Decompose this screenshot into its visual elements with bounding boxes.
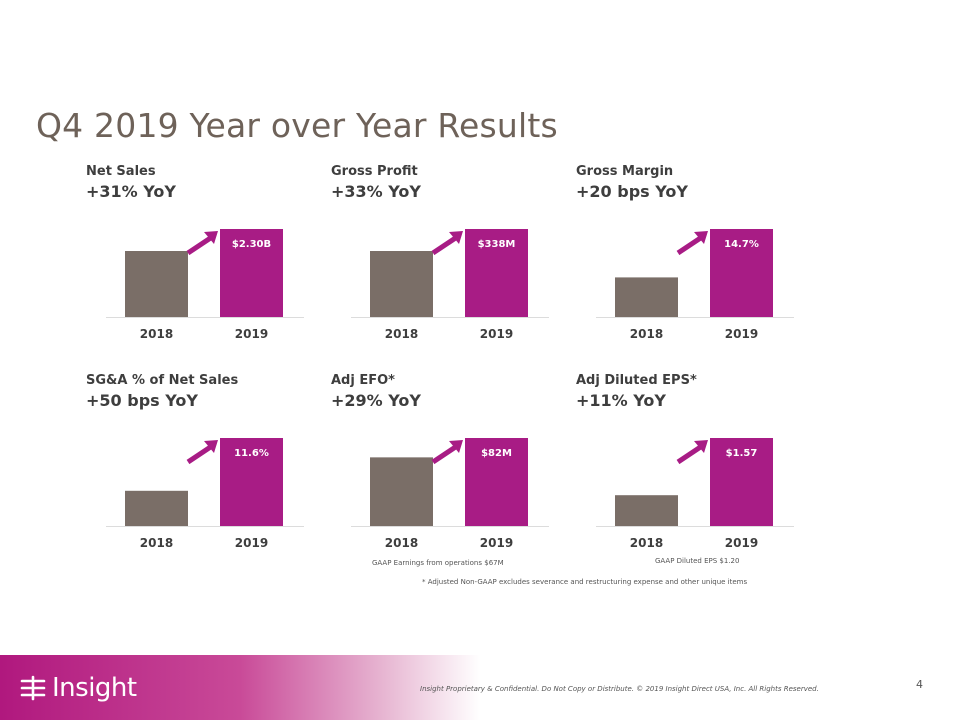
tick-label-2018: 2018: [630, 536, 663, 550]
bar-2018: [125, 251, 188, 317]
adjusted-note: * Adjusted Non-GAAP excludes severance a…: [422, 578, 748, 586]
up-arrow-icon: [676, 231, 708, 256]
tick-label-2018: 2018: [140, 536, 173, 550]
bar-chart: 2018 2019 $2.30B: [106, 229, 304, 341]
bar-2018: [370, 457, 433, 526]
metric-change: +33% YoY: [331, 182, 421, 201]
bar-2018: [370, 251, 433, 317]
footer-band: [0, 655, 960, 720]
panel-adj-efo: Adj EFO* +29% YoY 2018 2019 $82M: [331, 373, 551, 573]
page-number: 4: [916, 678, 923, 691]
metric-change: +31% YoY: [86, 182, 176, 201]
panel-adj-eps: Adj Diluted EPS* +11% YoY 2018 2019 $1.57: [576, 373, 796, 573]
data-label-2019: $1.57: [726, 448, 758, 459]
up-arrow-icon: [186, 440, 218, 465]
insight-logo-icon: [20, 675, 46, 701]
tick-label-2018: 2018: [385, 536, 418, 550]
tick-label-2018: 2018: [630, 327, 663, 341]
bar-2018: [615, 495, 678, 526]
gaap-efo-note: GAAP Earnings from operations $67M: [372, 559, 504, 567]
data-label-2019: 14.7%: [724, 239, 759, 250]
bar-2019: [220, 229, 283, 317]
bar-2019: [220, 438, 283, 526]
metric-label: Gross Profit: [331, 164, 418, 179]
tick-label-2018: 2018: [140, 327, 173, 341]
metric-label: Net Sales: [86, 164, 156, 179]
bar-chart: 2018 2019 $82M: [351, 438, 549, 550]
panel-gross-margin: Gross Margin +20 bps YoY 2018 2019 14.7%: [576, 164, 796, 364]
metric-change: +11% YoY: [576, 391, 666, 410]
metric-label: Adj Diluted EPS*: [576, 373, 697, 388]
bar-2018: [615, 277, 678, 317]
data-label-2019: 11.6%: [234, 448, 269, 459]
panel-gross-profit: Gross Profit +33% YoY 2018 2019 $338M: [331, 164, 551, 364]
up-arrow-icon: [186, 231, 218, 256]
metric-label: SG&A % of Net Sales: [86, 373, 239, 388]
gaap-eps-note: GAAP Diluted EPS $1.20: [655, 557, 740, 565]
data-label-2019: $82M: [481, 448, 512, 459]
bar-2018: [125, 490, 188, 526]
metric-label: Gross Margin: [576, 164, 674, 179]
tick-label-2019: 2019: [480, 536, 513, 550]
tick-label-2019: 2019: [480, 327, 513, 341]
data-label-2019: $338M: [478, 239, 516, 250]
bar-2019: [710, 229, 773, 317]
tick-label-2019: 2019: [235, 327, 268, 341]
bar-2019: [465, 438, 528, 526]
logo-text: Insight: [52, 673, 137, 703]
insight-logo: Insight: [20, 670, 137, 706]
up-arrow-icon: [676, 440, 708, 465]
tick-label-2019: 2019: [725, 327, 758, 341]
metric-change: +29% YoY: [331, 391, 421, 410]
tick-label-2019: 2019: [725, 536, 758, 550]
metric-change: +20 bps YoY: [576, 182, 688, 201]
tick-label-2018: 2018: [385, 327, 418, 341]
panel-net-sales: Net Sales +31% YoY 2018 2019 $2.30B: [86, 164, 306, 364]
page-title: Q4 2019 Year over Year Results: [36, 106, 558, 145]
bar-chart: 2018 2019 14.7%: [596, 229, 794, 341]
tick-label-2019: 2019: [235, 536, 268, 550]
bar-2019: [465, 229, 528, 317]
bar-chart: 2018 2019 $338M: [351, 229, 549, 341]
data-label-2019: $2.30B: [232, 239, 271, 250]
confidential-notice: Insight Proprietary & Confidential. Do N…: [420, 685, 819, 693]
metric-change: +50 bps YoY: [86, 391, 198, 410]
panel-sga: SG&A % of Net Sales +50 bps YoY 2018 2019…: [86, 373, 306, 573]
bar-chart: 2018 2019 11.6%: [106, 438, 304, 550]
bar-2019: [710, 438, 773, 526]
metric-label: Adj EFO*: [331, 373, 395, 388]
up-arrow-icon: [431, 231, 463, 256]
up-arrow-icon: [431, 440, 463, 465]
bar-chart: 2018 2019 $1.57: [596, 438, 794, 550]
